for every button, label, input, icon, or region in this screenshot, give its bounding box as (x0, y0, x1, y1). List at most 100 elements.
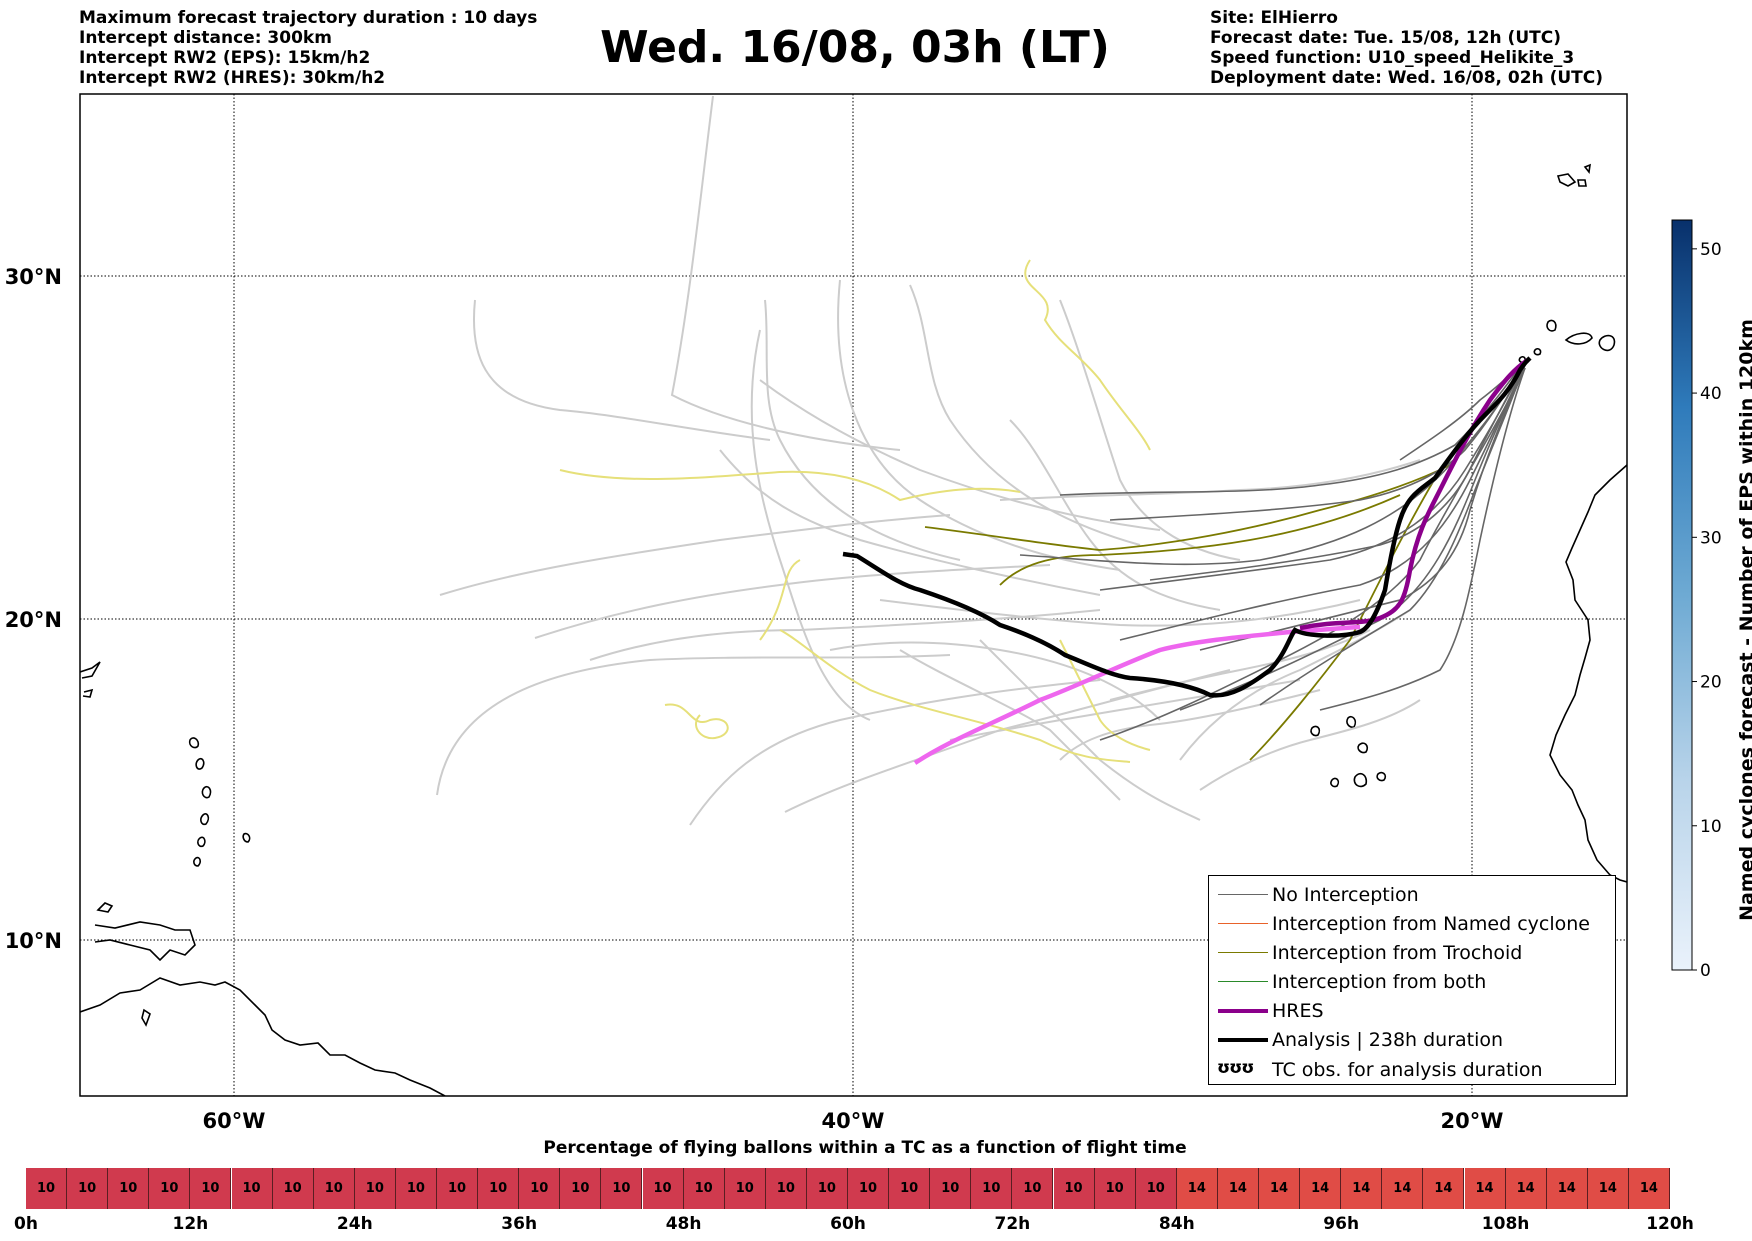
page-title: Wed. 16/08, 03h (LT) (600, 22, 1110, 73)
lat-label-30n: 30°N (5, 265, 62, 289)
legend-label: No Interception (1272, 884, 1419, 906)
time-bar-tick-label: 0h (14, 1214, 38, 1234)
legend-entry: ʊʊʊ TC obs. for analysis duration (1209, 1056, 1615, 1084)
time-bar-cell: 10 (437, 1168, 479, 1209)
time-bar-tick-label: 36h (501, 1214, 538, 1234)
time-bar-tick-label: 96h (1323, 1214, 1360, 1234)
header-right-line: Deployment date: Wed. 16/08, 02h (UTC) (1210, 68, 1604, 88)
legend-entry: Analysis | 238h duration (1209, 1026, 1615, 1054)
time-bar-cell: 10 (313, 1168, 355, 1209)
legend-entry: Interception from Named cyclone (1209, 910, 1615, 938)
time-bar-title: Percentage of flying ballons within a TC… (543, 1138, 1187, 1158)
legend-entry: HRES (1209, 997, 1615, 1025)
time-bar-cell: 10 (683, 1168, 725, 1209)
header-left-line: Intercept RW2 (EPS): 15km/h2 (79, 48, 371, 68)
colorbar-title: Named cyclones forecast - Number of EPS … (1736, 319, 1752, 921)
legend-swatch-hres (1218, 1009, 1268, 1013)
time-bar-cell: 10 (231, 1168, 273, 1209)
time-bar-cell: 10 (67, 1168, 109, 1209)
legend-label: Interception from both (1272, 971, 1487, 993)
legend-swatch-both (1218, 981, 1268, 982)
legend-label: TC obs. for analysis duration (1272, 1059, 1543, 1081)
time-bar-tick-label: 48h (665, 1214, 702, 1234)
time-bar-cell: 10 (848, 1168, 890, 1209)
map-legend: No Interception Interception from Named … (1208, 875, 1616, 1085)
legend-label: Interception from Trochoid (1272, 942, 1523, 964)
lat-label-20n: 20°N (5, 608, 62, 632)
time-bar-cell: 14 (1628, 1168, 1670, 1209)
time-bar-tick-label: 108h (1481, 1214, 1530, 1234)
time-bar-cell: 14 (1423, 1168, 1465, 1209)
legend-swatch-analysis (1218, 1038, 1268, 1042)
time-bar-cell: 10 (190, 1168, 232, 1209)
time-bar-cell: 10 (1135, 1168, 1177, 1209)
header-right-line: Site: ElHierro (1210, 8, 1338, 28)
colorbar-tick-label: 20 (1700, 673, 1722, 693)
time-bar-cell: 10 (354, 1168, 396, 1209)
legend-swatch-trochoid (1218, 952, 1268, 953)
time-bar-cell: 14 (1587, 1168, 1629, 1209)
time-bar-cell: 10 (519, 1168, 561, 1209)
time-bar-tick-label: 12h (172, 1214, 209, 1234)
header-left-line: Intercept RW2 (HRES): 30km/h2 (79, 68, 386, 88)
lat-label-10n: 10°N (5, 929, 62, 953)
time-bar-cell: 10 (889, 1168, 931, 1209)
time-bar-cell: 14 (1341, 1168, 1383, 1209)
time-bar-cell: 10 (971, 1168, 1013, 1209)
time-bar-cell: 10 (272, 1168, 314, 1209)
time-bar-cell: 10 (108, 1168, 150, 1209)
time-bar-cell: 14 (1176, 1168, 1218, 1209)
time-bar-cell: 10 (724, 1168, 766, 1209)
time-bar-cell: 10 (601, 1168, 643, 1209)
colorbar-tick-label: 10 (1700, 817, 1722, 837)
analysis-track (842, 356, 1532, 698)
lon-label-60w: 60°W (203, 1109, 266, 1133)
time-bar-cell: 10 (1053, 1168, 1095, 1209)
colorbar-tick-label: 50 (1700, 240, 1722, 260)
colorbar-tick-label: 40 (1700, 384, 1722, 404)
time-bar-cell: 14 (1259, 1168, 1301, 1209)
time-bar-tick-label: 84h (1158, 1214, 1195, 1234)
tc-percentage-time-bar: 10 10 10 10 10 10 10 10 10 10 10 10 10 10 10 10 10 10 10 10… (26, 1168, 1670, 1209)
time-bar-cell: 10 (1094, 1168, 1136, 1209)
legend-label: Analysis | 238h duration (1272, 1029, 1504, 1051)
time-bar-cell: 10 (806, 1168, 848, 1209)
time-bar-cell: 10 (478, 1168, 520, 1209)
colorbar (1671, 219, 1693, 971)
time-bar-cell: 14 (1217, 1168, 1259, 1209)
time-bar-cell: 10 (1012, 1168, 1054, 1209)
legend-swatch-no-interception (1218, 894, 1268, 895)
time-bar-cell: 14 (1505, 1168, 1547, 1209)
ensemble-yellow-tracks (559, 259, 1151, 763)
legend-entry: Interception from Trochoid (1209, 939, 1615, 967)
time-bar-cell: 10 (149, 1168, 191, 1209)
header-right-line: Forecast date: Tue. 15/08, 12h (UTC) (1210, 28, 1561, 48)
colorbar-tick-label: 0 (1700, 961, 1711, 981)
time-bar-cell: 14 (1464, 1168, 1506, 1209)
time-bar-cell: 10 (395, 1168, 437, 1209)
trochoid-tracks (924, 464, 1451, 761)
time-bar-tick-label: 24h (336, 1214, 373, 1234)
time-bar-cell: 14 (1300, 1168, 1342, 1209)
colorbar-tick-label: 30 (1700, 528, 1722, 548)
legend-label: Interception from Named cyclone (1272, 913, 1590, 935)
header-left-line: Intercept distance: 300km (79, 28, 332, 48)
time-bar-tick-label: 60h (830, 1214, 866, 1234)
legend-entry: No Interception (1209, 881, 1615, 909)
time-bar-cell: 14 (1546, 1168, 1588, 1209)
time-bar-tick-label: 72h (994, 1214, 1031, 1234)
time-bar-cell: 10 (560, 1168, 602, 1209)
legend-label: HRES (1272, 1000, 1324, 1022)
header-right-info: Site: ElHierro Forecast date: Tue. 15/08… (1210, 8, 1603, 88)
ensemble-faint-tracks (436, 95, 1421, 826)
header-left-info: Maximum forecast trajectory duration : 1… (79, 8, 537, 88)
colorbar-ticks: 0 10 20 30 40 50 (1692, 240, 1722, 981)
time-bar-cell: 10 (26, 1168, 68, 1209)
tc-obs-symbol-icon: ʊʊʊ (1217, 1058, 1254, 1078)
header-left-line: Maximum forecast trajectory duration : 1… (79, 8, 538, 28)
time-bar-tick-label: 120h (1646, 1214, 1694, 1234)
lon-label-40w: 40°W (822, 1109, 885, 1133)
lon-label-20w: 20°W (1441, 1109, 1504, 1133)
time-bar-cell: 10 (930, 1168, 972, 1209)
